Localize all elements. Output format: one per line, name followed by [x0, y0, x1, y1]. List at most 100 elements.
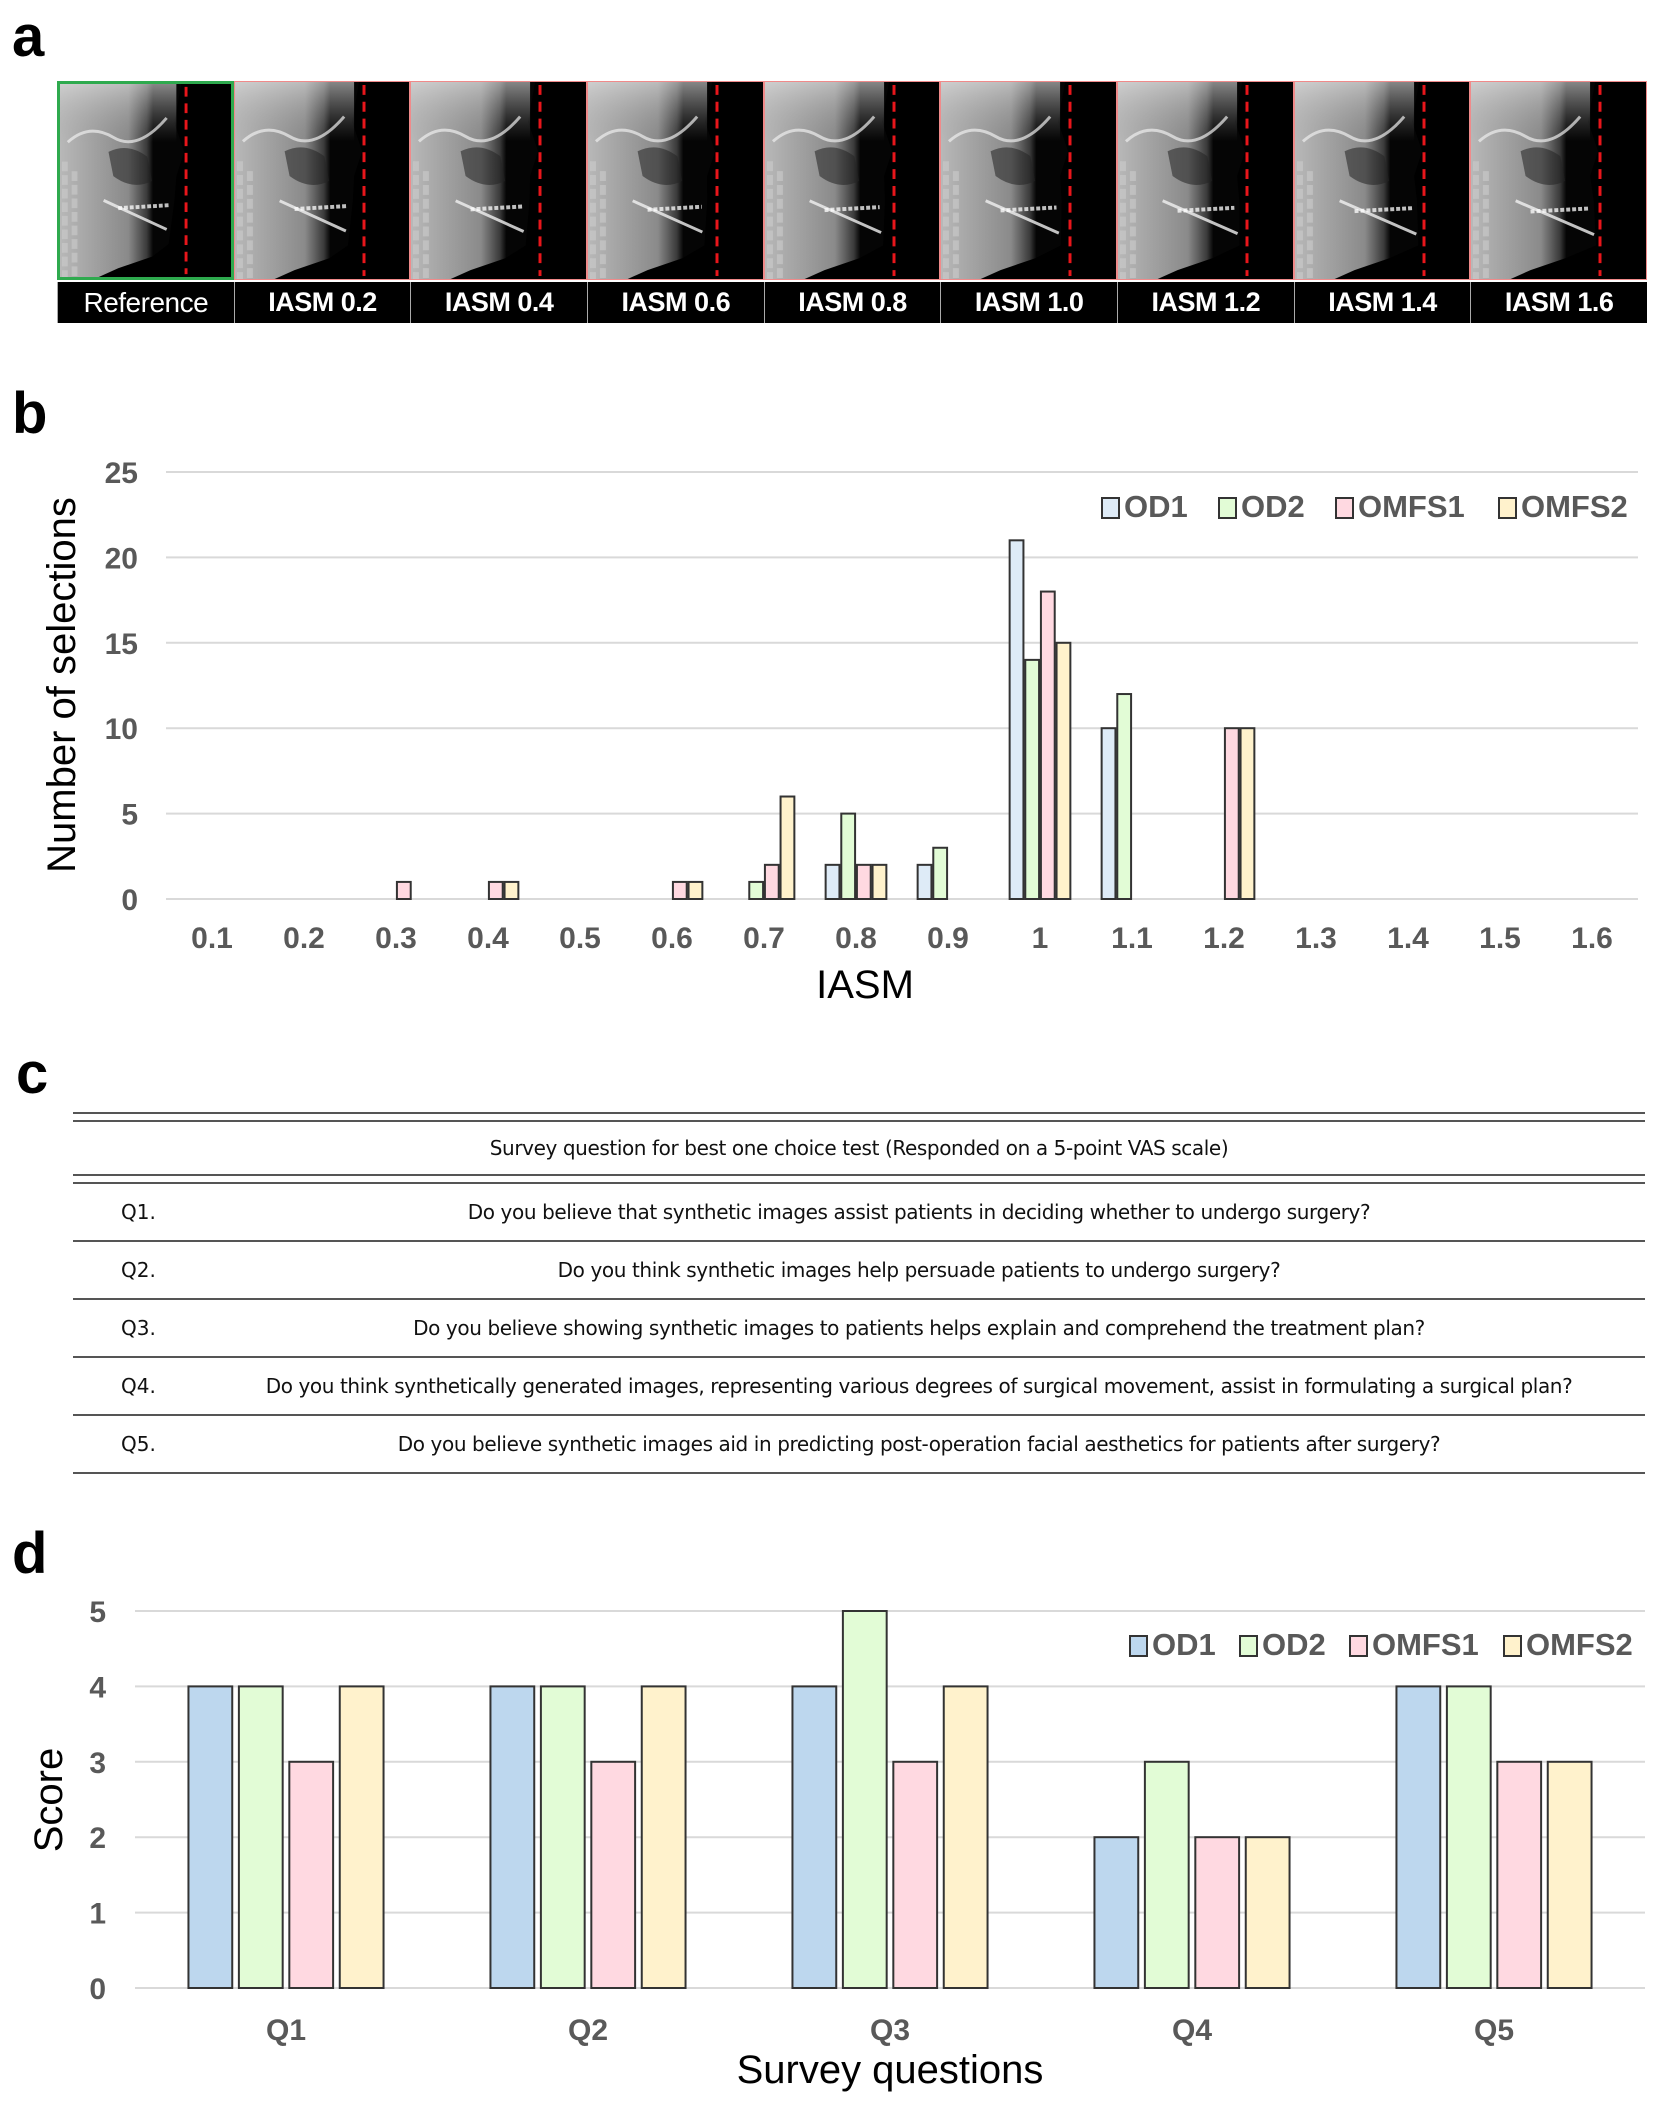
x-tick-label: 0.6 — [651, 922, 693, 955]
panel-b-letter: b — [12, 381, 48, 446]
x-tick-label: 0.7 — [743, 922, 785, 955]
cephalogram-tile: IASM 1.2 — [1117, 81, 1294, 323]
legend-item-od1: OD1 — [1101, 489, 1188, 524]
legend-item-od2: OD2 — [1239, 1627, 1326, 1662]
bar-omfs2-1 — [1055, 641, 1072, 900]
bar-omfs2-q4 — [1244, 1836, 1291, 1989]
bar-omfs1-0_8 — [855, 863, 872, 901]
table-header-rule — [73, 1174, 1645, 1176]
table-top-rule-2 — [73, 1120, 1645, 1122]
bar-omfs1-q5 — [1496, 1760, 1543, 1990]
x-tick-label: 0.4 — [467, 922, 509, 955]
y-tick-label: 3 — [89, 1747, 106, 1780]
question-id: Q4. — [121, 1374, 156, 1398]
table-top-rule — [73, 1112, 1645, 1114]
x-tick-label: Q5 — [1474, 2014, 1514, 2047]
table-row: Q4. Do you think synthetically generated … — [73, 1358, 1645, 1416]
iasm-selection-chart: 0 5 10 15 20 25 0.1 0.2 0.3 0.4 0.5 0.6 0.7 0.8 0.9 1 1.… — [40, 457, 1638, 1007]
bar-od1-q3 — [791, 1685, 838, 1990]
table-row: Q3. Do you believe showing synthetic imag… — [73, 1300, 1645, 1358]
question-id: Q1. — [121, 1200, 156, 1224]
x-tick-label: 0.2 — [283, 922, 325, 955]
legend-label: OMFS2 — [1521, 489, 1628, 524]
cephalogram-image — [763, 81, 941, 280]
legend-label: OD2 — [1241, 489, 1305, 524]
tile-label: IASM 1.0 — [940, 282, 1117, 323]
tile-label: IASM 1.6 — [1470, 282, 1647, 323]
bar-omfs2-1_2 — [1239, 727, 1256, 901]
tile-label: IASM 0.6 — [587, 282, 764, 323]
legend: OD1 OD2 OMFS1 OMFS2 — [1129, 1627, 1633, 1662]
legend-swatch — [1239, 1635, 1258, 1657]
cephalogram-tile: Reference — [57, 81, 234, 323]
cephalogram-tile: IASM 0.8 — [763, 81, 941, 323]
x-tick-label: Q3 — [870, 2014, 910, 2047]
x-axis-title: IASM — [816, 963, 914, 1007]
legend-item-omfs1: OMFS1 — [1349, 1627, 1479, 1662]
cephalogram-tile: IASM 1.4 — [1293, 81, 1471, 323]
legend-label: OMFS1 — [1372, 1627, 1479, 1662]
bar-omfs1-0_3 — [395, 880, 412, 900]
bar-omfs1-0_7 — [763, 863, 780, 901]
x-tick-label: 0.1 — [191, 922, 233, 955]
bar-od2-0_7 — [748, 880, 765, 900]
panel-a-letter: a — [12, 4, 45, 69]
x-tick-label: 0.3 — [375, 922, 417, 955]
table-body: Q1. Do you believe that synthetic images … — [73, 1184, 1645, 1474]
cephalogram-tile: IASM 0.2 — [233, 81, 411, 323]
y-tick-label: 15 — [105, 628, 138, 661]
x-tick-label: 1.4 — [1387, 922, 1429, 955]
bar-omfs2-0_6 — [687, 880, 704, 900]
panel-c-letter: c — [16, 1041, 49, 1106]
bar-od1-0_8 — [824, 863, 841, 901]
bar-omfs2-q2 — [640, 1685, 687, 1990]
legend-item-omfs2: OMFS2 — [1498, 489, 1628, 524]
bar-omfs1-0_4 — [487, 880, 504, 900]
question-text: Do you think synthetically generated ima… — [265, 1374, 1573, 1398]
y-tick-label: 0 — [121, 884, 138, 917]
tile-label: IASM 0.2 — [233, 282, 411, 323]
x-tick-label: Q4 — [1172, 2014, 1212, 2047]
question-id: Q2. — [121, 1258, 156, 1282]
x-tick-label: 1.3 — [1295, 922, 1337, 955]
x-tick-label: 1 — [1032, 922, 1049, 955]
x-tick-label: 1.2 — [1203, 922, 1245, 955]
y-axis-title: Number of selections — [40, 497, 84, 873]
x-tick-label: 1.5 — [1479, 922, 1521, 955]
legend-item-omfs1: OMFS1 — [1335, 489, 1465, 524]
bar-od1-1 — [1008, 539, 1025, 900]
bar-od2-q1 — [237, 1685, 284, 1990]
x-tick-label: 1.1 — [1111, 922, 1153, 955]
bar-omfs2-0_4 — [503, 880, 520, 900]
y-tick-label: 4 — [89, 1671, 106, 1704]
legend-item-od2: OD2 — [1218, 489, 1305, 524]
tile-label: IASM 1.2 — [1117, 282, 1294, 323]
question-text: Do you believe showing synthetic images … — [413, 1316, 1425, 1340]
question-id: Q3. — [121, 1316, 156, 1340]
question-text: Do you believe that synthetic images ass… — [467, 1200, 1371, 1224]
table-row: Q1. Do you believe that synthetic images … — [73, 1184, 1645, 1242]
legend-swatch — [1349, 1635, 1368, 1657]
cephalogram-image — [1117, 81, 1294, 280]
tile-label: IASM 1.4 — [1293, 282, 1471, 323]
panel-d-letter: d — [12, 1521, 48, 1586]
bar-od2-q4 — [1143, 1760, 1190, 1990]
legend-label: OD1 — [1152, 1627, 1216, 1662]
cephalogram-image — [57, 81, 234, 280]
bar-omfs2-q1 — [338, 1685, 385, 1990]
question-text: Do you believe synthetic images aid in p… — [397, 1432, 1441, 1456]
table-row: Q5. Do you believe synthetic images aid i… — [73, 1416, 1645, 1474]
y-tick-label: 10 — [105, 713, 138, 746]
legend-swatch — [1129, 1635, 1148, 1657]
bar-omfs2-0_8 — [871, 863, 888, 901]
y-tick-label: 5 — [121, 799, 138, 832]
bar-od2-q2 — [539, 1685, 586, 1990]
bar-omfs1-q1 — [288, 1760, 335, 1990]
cephalogram-image — [1470, 81, 1647, 280]
tile-label: Reference — [57, 282, 234, 323]
bar-od2-1 — [1024, 658, 1041, 900]
bar-omfs1-1 — [1039, 590, 1056, 900]
y-tick-label: 1 — [89, 1898, 106, 1931]
cephalogram-tile: IASM 1.6 — [1470, 81, 1647, 323]
bar-od2-1_1 — [1116, 693, 1133, 900]
